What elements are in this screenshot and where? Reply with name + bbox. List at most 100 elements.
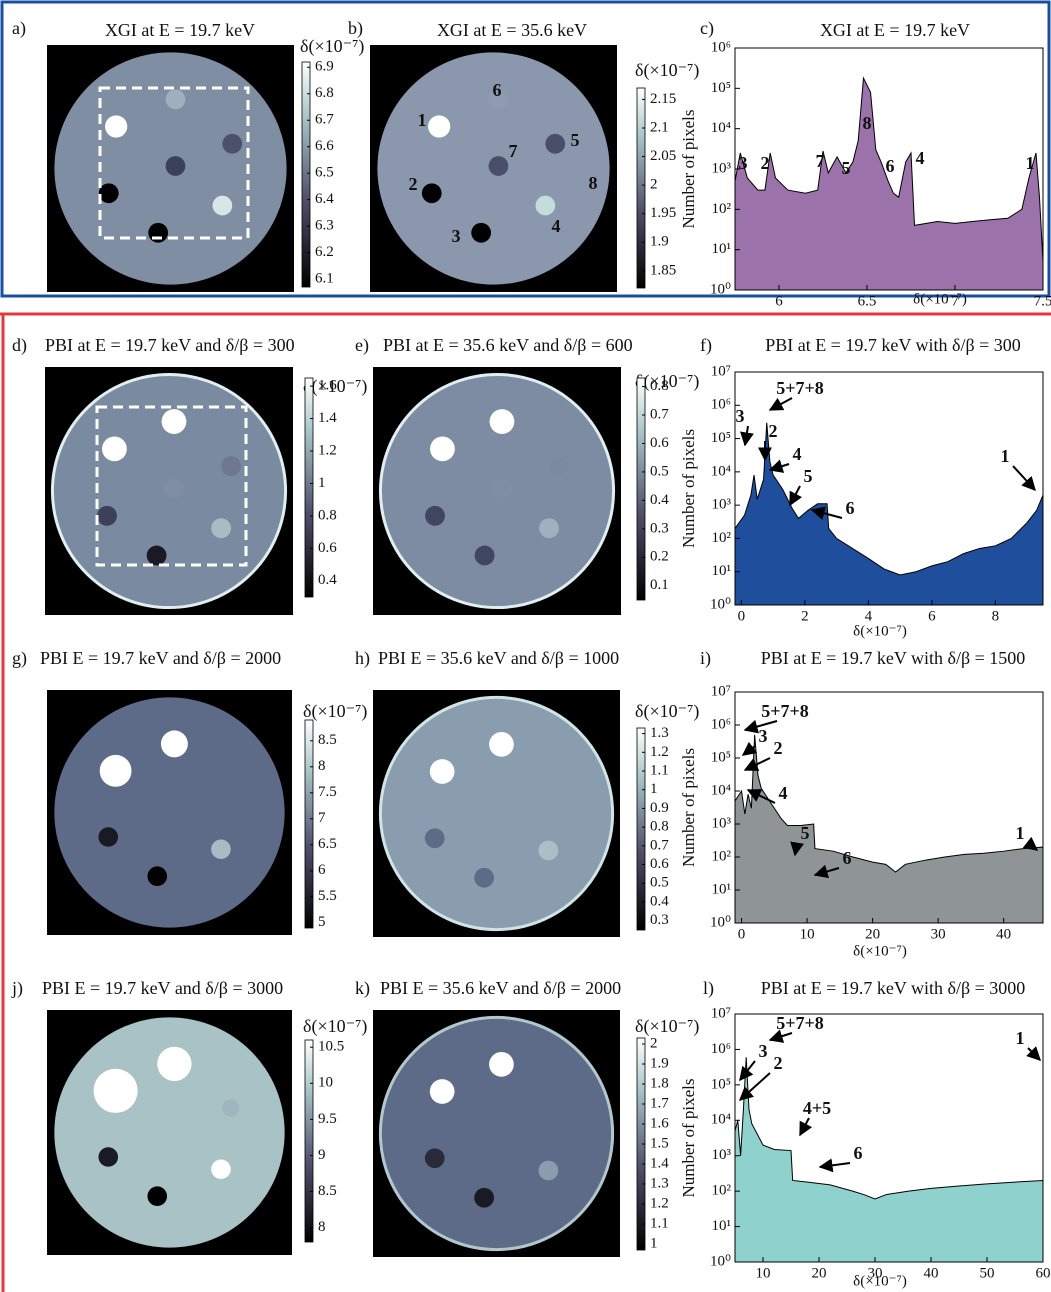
colorbar-tick-label: 8 (318, 758, 326, 774)
x-tick-label: 8 (992, 608, 1000, 624)
colorbar-tick-label: 1.3 (650, 725, 669, 741)
colorbar-tick-label: 1 (650, 1235, 658, 1251)
annotation-arrow (770, 398, 792, 410)
y-tick-label: 10⁷ (711, 1005, 731, 1021)
annotation: 3 (759, 726, 768, 746)
colorbar-tick-label: 7.5 (318, 784, 337, 800)
x-tick-label: 0 (738, 926, 746, 942)
insert (489, 732, 514, 757)
panel-label: l) (703, 978, 714, 999)
insert (492, 801, 512, 821)
insert (147, 546, 167, 566)
y-tick-label: 10⁶ (711, 397, 731, 413)
colorbar-tick-label: 0.8 (650, 378, 669, 394)
colorbar-tick-label: 0.6 (650, 435, 669, 451)
colorbar-tick-label: 1 (650, 781, 658, 797)
colorbar-tick-label: 8.5 (318, 1183, 337, 1199)
insert (164, 479, 184, 499)
insert (148, 223, 168, 243)
colorbar-tick-label: 6.5 (318, 836, 337, 852)
y-tick-label: 10⁰ (710, 596, 731, 612)
insert-label: 4 (552, 216, 561, 236)
annotation: 4 (779, 783, 788, 803)
y-tick-label: 10⁶ (711, 1041, 731, 1057)
y-axis-label: Number of pixels (679, 110, 698, 229)
colorbar-tick-label: 1.9 (650, 234, 669, 250)
annotation: 6 (843, 848, 852, 868)
insert (147, 1186, 167, 1206)
panel-title: PBI E = 35.6 keV and δ/β = 1000 (378, 648, 619, 668)
y-axis-label: Number of pixels (679, 1079, 698, 1198)
annotation: 2 (774, 1053, 783, 1073)
insert (98, 827, 118, 847)
annotation-arrow (770, 1033, 792, 1040)
x-tick-label: 20 (865, 926, 880, 942)
insert (102, 436, 127, 461)
figure: a)XGI at E = 19.7 keVδ(×10⁻⁷)6.16.26.36.… (0, 0, 1051, 1292)
colorbar-tick-label: 1.2 (650, 1195, 669, 1211)
colorbar-tick-label: 2.1 (650, 119, 669, 135)
insert (428, 115, 450, 137)
annotation: 8 (863, 113, 872, 133)
y-tick-label: 10⁶ (711, 39, 731, 55)
colorbar-tick-label: 6.3 (315, 218, 334, 234)
insert (492, 1121, 512, 1141)
colorbar-tick-label: 1.4 (650, 1155, 669, 1171)
insert (222, 1099, 239, 1116)
insert (161, 730, 188, 757)
y-tick-label: 10² (712, 1183, 732, 1199)
annotation: 5 (842, 158, 851, 178)
insert (211, 518, 231, 538)
y-tick-label: 10⁴ (711, 782, 731, 798)
insert (430, 436, 455, 461)
colorbar-tick-label: 1.85 (650, 262, 676, 278)
panel-label: e) (355, 335, 369, 356)
insert (422, 183, 442, 203)
y-tick-label: 10⁰ (710, 914, 731, 930)
y-tick-label: 10³ (712, 1147, 732, 1163)
insert (98, 1147, 118, 1167)
histogram-area (735, 78, 1043, 290)
x-axis-label: δ(×10⁻⁷) (853, 943, 907, 959)
colorbar-tick-label: 1.5 (650, 1135, 669, 1151)
annotation-arrow (790, 486, 800, 505)
insert (211, 1159, 231, 1179)
insert (221, 456, 241, 476)
y-tick-label: 10⁵ (711, 1076, 731, 1092)
annotation: 2 (761, 153, 770, 173)
colorbar-tick-label: 6 (318, 862, 326, 878)
colorbar-tick-label: 7 (318, 810, 326, 826)
insert (550, 1100, 567, 1117)
y-tick-label: 10⁵ (711, 430, 731, 446)
colorbar-tick-label: 1 (318, 475, 326, 491)
colorbar-tick-label: 0.3 (650, 912, 669, 928)
x-tick-label: 20 (812, 1265, 827, 1281)
panel-label: i) (700, 648, 711, 669)
x-tick-label: 6.5 (858, 293, 877, 309)
colorbar-tick-label: 8.5 (318, 732, 337, 748)
insert (165, 1120, 185, 1140)
colorbar-tick-label: 5.5 (318, 888, 337, 904)
insert (471, 223, 491, 243)
colorbar-title: δ(×10⁻⁷) (303, 701, 367, 722)
colorbar-tick-label: 2.05 (650, 148, 676, 164)
colorbar-tick-label: 6.5 (315, 165, 334, 181)
insert (535, 196, 555, 216)
colorbar-tick-label: 0.4 (650, 893, 669, 909)
colorbar-tick-label: 0.3 (650, 520, 669, 536)
insert (97, 506, 117, 526)
insert-label: 1 (418, 110, 427, 130)
y-tick-label: 10⁴ (711, 1112, 731, 1128)
colorbar-tick-label: 6.9 (315, 59, 334, 75)
annotation: 3 (759, 1041, 768, 1061)
chart-title: PBI at E = 19.7 keV with δ/β = 1500 (761, 648, 1026, 668)
annotation: 1 (1016, 823, 1025, 843)
colorbar-tick-label: 0.7 (650, 837, 669, 853)
insert (211, 839, 231, 859)
insert (165, 800, 185, 820)
colorbar (637, 88, 645, 288)
insert (100, 755, 132, 787)
y-tick-label: 10⁵ (711, 80, 731, 96)
annotation: 1 (1001, 446, 1010, 466)
insert (430, 1079, 455, 1104)
